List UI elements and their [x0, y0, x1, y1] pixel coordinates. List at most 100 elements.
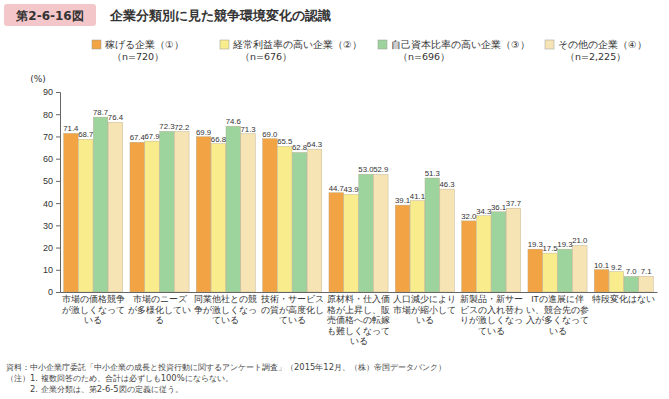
- y-tick: 30: [43, 221, 60, 231]
- x-tick: ITの進展に伴い、競合先の参入が多くなっている: [526, 292, 589, 336]
- data-label: 76.4: [108, 113, 124, 122]
- x-tick-label: 技術・サービスの質が高度化している: [260, 294, 324, 325]
- bar: [196, 137, 211, 292]
- legend-swatch: [220, 40, 229, 49]
- data-label: 53.0: [358, 165, 374, 174]
- y-tick: 80: [43, 110, 60, 120]
- y-tick-label: 0: [48, 287, 53, 297]
- x-tick: 市場の価格競争が激しくなっている: [62, 292, 125, 325]
- y-tick: 50: [43, 176, 60, 186]
- data-label: 44.7: [329, 184, 344, 193]
- legend-item: 稼げる企業（①）（n=720）: [92, 39, 184, 62]
- bar: [108, 122, 123, 292]
- data-label: 67.9: [144, 132, 159, 141]
- data-label: 67.4: [130, 133, 146, 142]
- figure-badge: [4, 4, 96, 26]
- bar: [211, 144, 226, 292]
- bar: [572, 245, 587, 292]
- bar: [425, 178, 440, 292]
- bar: [263, 139, 278, 292]
- data-label: 74.6: [226, 117, 241, 126]
- y-tick-label: 30: [43, 221, 53, 231]
- x-tick-label: 新製品・新サービスの入れ替わりが激しくなっている: [460, 294, 523, 336]
- bar: [491, 212, 506, 292]
- data-labels: 71.467.469.969.044.739.132.019.310.168.7…: [63, 108, 651, 276]
- y-tick: 0: [48, 287, 60, 297]
- data-label: 72.3: [159, 122, 174, 131]
- legend-swatch: [378, 40, 387, 49]
- bar: [359, 174, 374, 292]
- bar: [624, 276, 639, 292]
- y-tick-mark: [56, 270, 60, 271]
- x-tick-label: 市場のニーズが多様化している: [128, 294, 191, 325]
- data-label: 68.7: [78, 130, 93, 139]
- data-label: 41.1: [410, 192, 425, 201]
- data-label: 46.3: [440, 180, 455, 189]
- data-label: 43.9: [343, 185, 358, 194]
- x-tick-label: ITの進展に伴い、競合先の参入が多くなっている: [526, 294, 589, 336]
- x-tick: 同業他社との競争が激しくなっている: [194, 292, 257, 325]
- data-label: 17.5: [542, 244, 558, 253]
- x-tick-label: 人口減少により市場が縮小している: [393, 294, 456, 325]
- x-axis-line: [61, 292, 658, 293]
- bar: [528, 249, 543, 292]
- bar: [594, 270, 609, 292]
- bar: [395, 205, 410, 292]
- y-tick-mark: [56, 225, 60, 226]
- bar: [373, 174, 388, 292]
- y-tick: 70: [43, 132, 60, 142]
- x-tick: 原材料・仕入価格が上昇し、販売価格への転嫁も難しくなっている: [326, 292, 390, 346]
- y-tick-label: 20: [43, 243, 53, 253]
- data-label: 34.3: [476, 207, 491, 216]
- y-tick: 10: [43, 265, 60, 275]
- x-axis: 市場の価格競争が激しくなっている市場のニーズが多様化している同業他社との競争が激…: [61, 292, 658, 346]
- y-tick: 60: [43, 154, 60, 164]
- data-label: 72.2: [174, 123, 189, 132]
- y-tick: 40: [43, 198, 60, 208]
- data-label: 19.3: [557, 240, 572, 249]
- legend-item: その他の企業（④）（n=2,225）: [545, 39, 647, 62]
- plot: 010203040506070809071.467.469.969.044.73…: [43, 87, 658, 346]
- x-tick-label: 同業他社との競争が激しくなっている: [194, 294, 257, 325]
- y-tick: 90: [43, 87, 60, 97]
- data-label: 32.0: [461, 212, 477, 221]
- footnote: 2. 企業分類は、第2-6-5図の定義に従う。: [6, 384, 183, 394]
- y-tick-label: 90: [43, 87, 53, 97]
- legend-swatch: [92, 40, 101, 49]
- y-tick-label: 10: [43, 265, 53, 275]
- title: 企業分類別に見た競争環境変化の認識: [109, 8, 331, 23]
- data-label: 71.3: [241, 125, 256, 134]
- data-label: 71.4: [63, 124, 79, 133]
- bar: [609, 272, 624, 292]
- data-label: 65.5: [277, 137, 293, 146]
- bars: [64, 117, 654, 292]
- legend-item: 自己資本比率の高い企業（③）（n=696）: [378, 39, 530, 62]
- x-tick: 人口減少により市場が縮小している: [393, 292, 456, 325]
- data-label: 7.1: [641, 267, 652, 276]
- bar: [558, 249, 573, 292]
- data-label: 51.3: [425, 169, 440, 178]
- y-axis-label: (%): [30, 74, 46, 84]
- x-tick-label: 市場の価格競争が激しくなっている: [62, 294, 125, 325]
- bar: [543, 253, 558, 292]
- bar: [130, 142, 145, 292]
- y-tick-label: 50: [43, 176, 53, 186]
- bar: [174, 132, 189, 292]
- y-tick-label: 80: [43, 110, 53, 120]
- figure-number: 第2-6-16図: [15, 9, 83, 23]
- bar: [344, 194, 359, 292]
- chart: 第2-6-16図 企業分類別に見た競争環境変化の認識稼げる企業（①）（n=720）…: [0, 0, 669, 399]
- footnote: 資料：中小企業庁委託「中小企業の成長と投資行動に関するアンケート調査」（2015…: [6, 362, 446, 372]
- data-label: 52.9: [373, 165, 388, 174]
- data-label: 36.1: [491, 203, 506, 212]
- legend-label: 稼げる企業（①）（n=720）: [105, 39, 184, 62]
- bar: [476, 216, 491, 292]
- legend-item: 経常利益率の高い企業（②）（n=676）: [220, 39, 362, 62]
- y-tick-mark: [56, 248, 60, 249]
- data-label: 66.8: [211, 135, 226, 144]
- bar: [78, 139, 93, 292]
- data-label: 19.3: [528, 240, 543, 249]
- bar: [93, 117, 108, 292]
- y-tick-mark: [56, 292, 60, 293]
- data-label: 69.9: [196, 128, 211, 137]
